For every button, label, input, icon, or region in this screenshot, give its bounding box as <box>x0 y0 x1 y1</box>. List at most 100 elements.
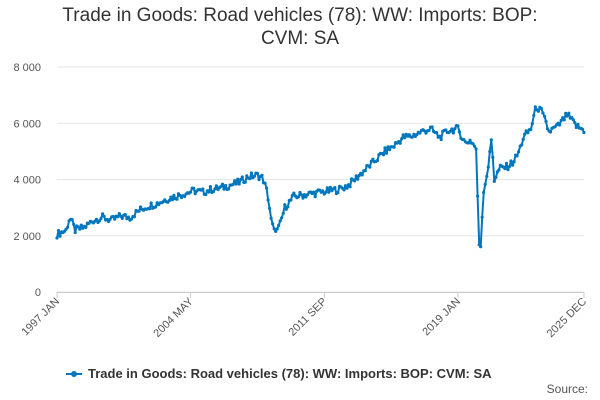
data-point <box>456 124 460 128</box>
data-point <box>301 196 305 200</box>
data-point <box>56 229 61 233</box>
data-point <box>536 109 541 113</box>
data-point <box>457 130 461 134</box>
data-point <box>271 222 275 226</box>
data-point <box>102 214 106 218</box>
data-point <box>239 177 243 182</box>
data-point <box>97 219 102 223</box>
data-point <box>532 113 536 117</box>
data-point <box>73 230 77 235</box>
data-point <box>559 118 563 122</box>
data-point <box>381 153 386 157</box>
data-point <box>492 179 496 183</box>
data-point <box>265 186 269 190</box>
data-point <box>565 114 569 118</box>
series-line <box>56 105 585 248</box>
chart-title-line-2: CVM: SA <box>260 28 340 49</box>
y-tick-label: 8 000 <box>13 62 41 74</box>
data-point <box>193 192 197 196</box>
data-point <box>427 128 431 133</box>
data-point <box>149 201 153 205</box>
data-point <box>483 182 487 186</box>
data-point <box>289 198 293 202</box>
data-point <box>312 190 316 194</box>
data-point <box>401 133 405 137</box>
data-point <box>403 136 407 140</box>
data-point <box>336 191 340 195</box>
data-point <box>521 137 525 141</box>
data-point <box>243 180 247 184</box>
legend-line-marker-icon <box>66 368 82 380</box>
x-tick-label: 2004 MAY <box>151 295 196 340</box>
data-point <box>398 141 402 145</box>
data-point <box>66 225 70 229</box>
data-point <box>580 127 585 131</box>
data-point <box>576 122 580 126</box>
data-point <box>117 212 121 216</box>
legend[interactable]: Trade in Goods: Road vehicles (78): WW: … <box>66 366 492 381</box>
data-point <box>170 198 174 202</box>
data-point <box>204 192 208 197</box>
data-point <box>275 227 279 231</box>
y-tick-label: 2 000 <box>13 231 41 243</box>
data-point <box>263 181 267 185</box>
data-point <box>438 134 442 138</box>
data-point <box>415 132 419 137</box>
data-point <box>126 215 130 219</box>
data-point <box>234 182 238 186</box>
data-point <box>78 227 82 231</box>
data-point <box>507 164 512 169</box>
data-point <box>567 111 571 115</box>
data-point <box>129 217 133 221</box>
data-point <box>175 197 179 201</box>
data-point <box>520 143 524 147</box>
data-point <box>491 155 495 159</box>
data-point <box>304 195 308 199</box>
data-point <box>541 111 545 115</box>
data-point <box>55 236 59 240</box>
data-point <box>479 245 483 249</box>
data-point <box>582 130 586 135</box>
data-point <box>371 157 375 161</box>
data-point <box>72 222 76 226</box>
data-point <box>268 206 272 210</box>
x-axis: 1997 JAN 2004 MAY 2011 SEP 2019 JAN 2025 DEC <box>19 292 589 340</box>
data-point <box>292 191 296 195</box>
data-point <box>123 213 127 217</box>
data-point <box>368 165 372 169</box>
data-point <box>400 137 404 141</box>
data-point <box>474 147 478 151</box>
data-point <box>137 209 141 213</box>
y-tick-label: 6 000 <box>13 118 41 130</box>
data-point <box>574 125 578 130</box>
data-point <box>255 171 259 175</box>
data-point <box>201 187 205 191</box>
data-point <box>252 174 256 178</box>
data-point <box>325 186 329 190</box>
data-point <box>515 154 519 158</box>
data-point <box>422 129 427 133</box>
data-point <box>435 131 439 135</box>
data-point <box>222 187 226 191</box>
data-point <box>120 216 124 220</box>
data-point <box>296 195 301 199</box>
data-point <box>327 190 331 194</box>
data-point <box>523 132 527 136</box>
data-point <box>214 184 218 188</box>
data-point <box>544 119 548 123</box>
data-point <box>280 216 284 220</box>
data-point <box>354 174 358 178</box>
chart-title-line-1: Trade in Goods: Road vehicles (78): WW: … <box>62 5 538 26</box>
data-point <box>466 141 471 145</box>
data-point <box>278 219 282 223</box>
data-point <box>231 182 235 186</box>
data-point <box>545 127 550 131</box>
data-point <box>313 195 317 199</box>
data-point <box>489 138 493 142</box>
data-point <box>260 173 264 177</box>
data-point <box>453 127 457 131</box>
series-points <box>55 105 586 249</box>
data-point <box>116 215 120 219</box>
data-point <box>277 223 281 227</box>
